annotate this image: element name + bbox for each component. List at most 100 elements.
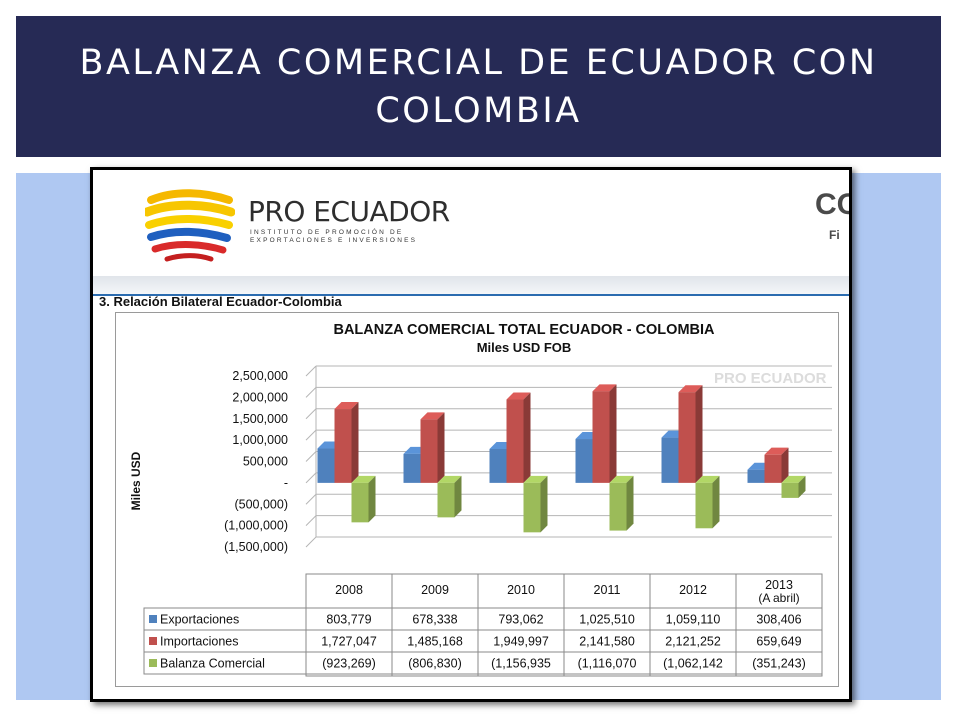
bar-top xyxy=(781,475,806,483)
bar-top xyxy=(437,475,462,483)
data-label: (1,156,935 xyxy=(491,657,551,671)
gridline-depth xyxy=(305,515,317,526)
y-tick-label: - xyxy=(284,476,288,490)
bar-top xyxy=(506,392,531,400)
bar-balanza-comercial xyxy=(609,482,627,531)
category-label: 2013 xyxy=(765,578,793,592)
bar-side xyxy=(609,384,617,483)
gridline-depth xyxy=(305,429,317,441)
legend-label: Exportaciones xyxy=(160,613,239,627)
bar-side xyxy=(781,447,789,483)
bar-exportaciones xyxy=(661,437,679,483)
chart-panel: BALANZA COMERCIAL TOTAL ECUADOR - COLOMB… xyxy=(115,312,839,687)
data-label: 1,485,168 xyxy=(407,635,463,649)
bar-exportaciones xyxy=(403,453,421,483)
bar-top xyxy=(523,475,548,483)
bar-side xyxy=(695,385,703,483)
category-label: 2008 xyxy=(335,583,363,597)
gridline-depth xyxy=(305,493,317,505)
bar-top xyxy=(592,384,617,392)
y-tick-label: 2,500,000 xyxy=(232,369,288,383)
cropped-subheading: Fi xyxy=(829,228,840,242)
y-tick-label: (500,000) xyxy=(234,497,288,511)
bar-exportaciones xyxy=(489,448,507,483)
bar-top xyxy=(695,475,720,483)
y-tick-label: 1,000,000 xyxy=(232,433,288,447)
gridline-depth xyxy=(305,408,317,420)
bar-top xyxy=(420,412,445,420)
category-label: 2010 xyxy=(507,583,535,597)
bar-exportaciones xyxy=(317,448,335,483)
data-label: 659,649 xyxy=(756,635,801,649)
data-label: (1,116,070 xyxy=(578,657,637,671)
slide-title: BALANZA COMERCIAL DE ECUADOR CON COLOMBI… xyxy=(79,42,878,131)
data-label: (1,062,142 xyxy=(663,657,723,671)
data-label: 1,059,110 xyxy=(666,613,721,627)
gridline-depth xyxy=(305,536,317,548)
watermark: PRO ECUADOR xyxy=(714,370,827,387)
data-label: 2,121,252 xyxy=(665,635,721,649)
category-label: 2011 xyxy=(594,583,621,597)
pro-ecuador-logo-icon xyxy=(145,189,235,262)
bar-side xyxy=(368,475,376,523)
legend-swatch xyxy=(149,659,157,667)
title-bar: BALANZA COMERCIAL DE ECUADOR CON COLOMBI… xyxy=(16,16,941,157)
header-band xyxy=(93,276,849,296)
bar-side xyxy=(454,475,462,518)
cropped-heading: CO xyxy=(815,188,849,221)
gridline-depth xyxy=(305,472,317,484)
bar-top xyxy=(609,475,634,483)
data-label: 308,406 xyxy=(756,613,801,627)
embedded-report-image: PRO ECUADOR INSTITUTO DE PROMOCIÓN DE EX… xyxy=(90,167,852,702)
bar-top xyxy=(351,475,376,483)
section-title: 3. Relación Bilateral Ecuador-Colombia xyxy=(99,294,342,309)
y-tick-label: 1,500,000 xyxy=(232,412,288,426)
data-label: 1,025,510 xyxy=(579,613,635,627)
bar-top xyxy=(678,385,703,393)
y-axis-label: Miles USD xyxy=(129,451,143,510)
bar-importaciones xyxy=(420,419,438,483)
bar-exportaciones xyxy=(575,439,593,483)
gridline-depth xyxy=(305,387,317,398)
chart-subtitle: Miles USD FOB xyxy=(477,340,572,355)
gridline-depth xyxy=(305,365,317,377)
data-label: 793,062 xyxy=(498,613,543,627)
data-label: 803,779 xyxy=(326,613,371,627)
bar-importaciones xyxy=(592,391,610,483)
bar-balanza-comercial xyxy=(695,482,713,529)
chart-title: BALANZA COMERCIAL TOTAL ECUADOR - COLOMB… xyxy=(333,322,715,338)
bar-side xyxy=(437,412,445,483)
bar-side xyxy=(712,475,720,529)
y-tick-label: 2,000,000 xyxy=(232,390,288,404)
data-label: (351,243) xyxy=(752,657,806,671)
legend-swatch xyxy=(149,637,157,645)
bar-importaciones xyxy=(334,409,352,483)
bar-balanza-comercial xyxy=(437,482,455,518)
bar-balanza-comercial xyxy=(523,482,541,533)
bar-importaciones xyxy=(506,399,524,483)
bar-side xyxy=(626,475,634,531)
bar-side xyxy=(523,392,531,483)
data-label: (806,830) xyxy=(408,657,462,671)
category-label: 2012 xyxy=(679,583,707,597)
data-label: (923,269) xyxy=(322,657,376,671)
bar-importaciones xyxy=(764,454,782,483)
logo-name: PRO ECUADOR xyxy=(248,195,450,228)
y-tick-label: 500,000 xyxy=(243,455,288,469)
category-sublabel: (A abril) xyxy=(758,591,799,605)
y-tick-label: (1,000,000) xyxy=(224,519,288,533)
bar-exportaciones xyxy=(747,469,765,483)
data-label: 1,727,047 xyxy=(321,635,377,649)
data-label: 2,141,580 xyxy=(579,635,635,649)
bar-balanza-comercial xyxy=(781,482,799,498)
bar-side xyxy=(798,475,806,498)
bar-top xyxy=(334,402,359,410)
legend-label: Balanza Comercial xyxy=(160,657,265,671)
bar-side xyxy=(540,475,548,533)
bar-chart: BALANZA COMERCIAL TOTAL ECUADOR - COLOMB… xyxy=(129,322,832,677)
bar-balanza-comercial xyxy=(351,482,369,523)
bar-side xyxy=(351,402,359,483)
logo-subtitle: INSTITUTO DE PROMOCIÓN DE EXPORTACIONES … xyxy=(250,229,418,244)
bar-importaciones xyxy=(678,392,696,483)
category-label: 2009 xyxy=(421,583,449,597)
